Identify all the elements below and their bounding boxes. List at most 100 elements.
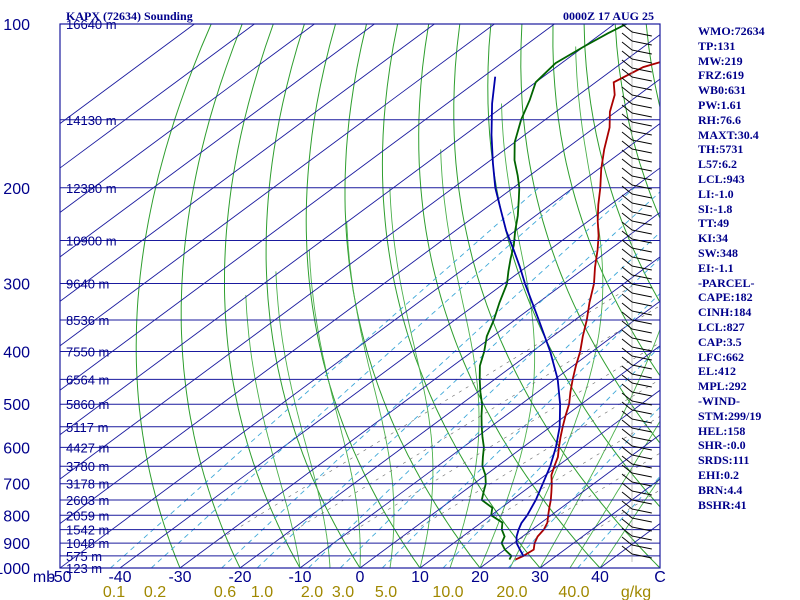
wind-barb-icon [621, 464, 652, 478]
stat-line: CAPE:182 [698, 290, 753, 305]
isotherm-line [60, 24, 315, 214]
temperature-line [515, 61, 660, 561]
isotherm-line [60, 24, 375, 258]
wind-barb-icon [621, 500, 652, 514]
wind-barb-icon [621, 365, 652, 379]
stat-line: KI:34 [698, 231, 728, 246]
mixing-ratio-unit: g/kg [621, 584, 651, 600]
wind-barb-icon [621, 239, 652, 253]
height-labels: 16640 m 14130 m 12380 m 10900 m 9640 m 8536 m… [66, 17, 117, 576]
stat-line: BRN:4.4 [698, 482, 743, 497]
temperature-axis: mb-50 -40 -30 -20 -10 0 10 20 30 40 C 0.1 0.2 0.6 1.0 2… [33, 569, 666, 600]
temperature-tick-label: -40 [108, 569, 131, 586]
wind-barb-icon [621, 356, 652, 370]
mixing-ratio-lines [110, 187, 660, 568]
parcel-line [490, 76, 562, 557]
wind-barb-icon [621, 77, 652, 91]
temperature-tick-label: -50 [48, 569, 71, 586]
wind-barb-icon [621, 104, 652, 118]
height-label: 9640 m [66, 277, 109, 292]
wind-barb-icon [621, 41, 652, 55]
height-label: 5860 m [66, 397, 109, 412]
stat-line: WMO:72634 [698, 24, 765, 38]
moist-adiabat-line [245, 295, 301, 568]
wind-barb-icon [621, 113, 652, 127]
wind-barb-icon [621, 311, 652, 325]
wind-barb-icon [621, 536, 652, 550]
wind-barb-icon [621, 275, 652, 289]
moist-adiabat-line [440, 149, 480, 568]
isotherm-line [60, 24, 435, 302]
wind-barb-icon [621, 131, 652, 145]
pressure-tick-label: 500 [3, 397, 30, 414]
wind-barb-icon [621, 401, 652, 415]
stat-line: -PARCEL- [698, 275, 755, 290]
isotherms [60, 24, 660, 568]
wind-barb-icon [621, 527, 652, 541]
height-label: 3178 m [66, 477, 109, 492]
plot-area [60, 24, 660, 568]
mixing-ratio-line [256, 191, 660, 568]
temperature-tick-label: 0 [356, 569, 365, 586]
isotherm-line [60, 24, 195, 125]
wind-barb-icon [621, 86, 652, 100]
stat-line: LFC:662 [698, 349, 744, 364]
stat-line: PW:1.61 [698, 97, 742, 112]
height-label: 14130 m [66, 113, 117, 128]
height-label: 2603 m [66, 493, 109, 508]
wind-barb-icon [621, 320, 652, 334]
mixing-ratio-line [577, 475, 660, 568]
height-label: 123 m [66, 561, 102, 576]
temperature-tick-label: 10 [411, 569, 429, 586]
dewpoint-line [478, 24, 627, 561]
wind-barb-icon [621, 284, 652, 298]
mixing-ratio-tick-label: 5.0 [375, 584, 397, 600]
stat-line: LI:-1.0 [698, 186, 734, 201]
isotherm-line [60, 122, 660, 568]
mixing-ratio-tick-label: 40.0 [558, 584, 589, 600]
wind-barb-icon [621, 473, 652, 487]
dry-adiabat-line [224, 24, 301, 568]
wind-barb-icon [621, 293, 652, 307]
mixing-ratio-tick-label: 0.2 [144, 584, 166, 600]
temperature-tick-label: 40 [591, 569, 609, 586]
wind-barb-icon [621, 545, 652, 559]
mixing-ratio-tick-label: 1.0 [251, 584, 273, 600]
stat-line: BSHR:41 [698, 497, 747, 512]
x-unit-label: C [654, 569, 666, 586]
isotherm-line [119, 167, 660, 568]
mixing-ratio-tick-label: 3.0 [332, 584, 354, 600]
wind-barb-icon [621, 383, 652, 397]
isotherm-line [419, 389, 660, 568]
mixing-ratio-line [110, 187, 540, 568]
height-label: 1542 m [66, 523, 109, 538]
wind-barb-icon [621, 419, 652, 433]
isotherm-line [60, 24, 555, 391]
mixing-ratio-line [221, 187, 635, 568]
mixing-ratio-tick-label: 2.0 [301, 584, 323, 600]
stat-line: TP:131 [698, 38, 736, 53]
pressure-tick-label: 300 [3, 277, 30, 294]
height-label: 1048 m [66, 536, 109, 551]
hint-line [333, 342, 660, 544]
mixing-ratio-line [150, 187, 575, 568]
stat-line: -WIND- [698, 393, 740, 408]
wind-barb-icon [621, 122, 652, 136]
wind-barb-icon [621, 266, 652, 280]
isotherm-line [60, 78, 660, 525]
wind-barb-icon [621, 185, 652, 199]
stat-line: EI:-1.1 [698, 260, 734, 275]
wind-barb-icon [621, 167, 652, 181]
stat-line: SW:348 [698, 245, 739, 260]
mixing-ratio-tick-label: 0.6 [214, 584, 236, 600]
pressure-tick-label: 200 [3, 181, 30, 198]
isotherm-line [479, 434, 660, 568]
wind-barb-icon [621, 95, 652, 109]
wind-barb-icon [621, 446, 652, 460]
wind-barb-icon [621, 482, 652, 496]
height-label: 6564 m [66, 372, 109, 387]
wind-barb-icon [621, 23, 652, 37]
stat-line: SI:-1.8 [698, 201, 733, 216]
